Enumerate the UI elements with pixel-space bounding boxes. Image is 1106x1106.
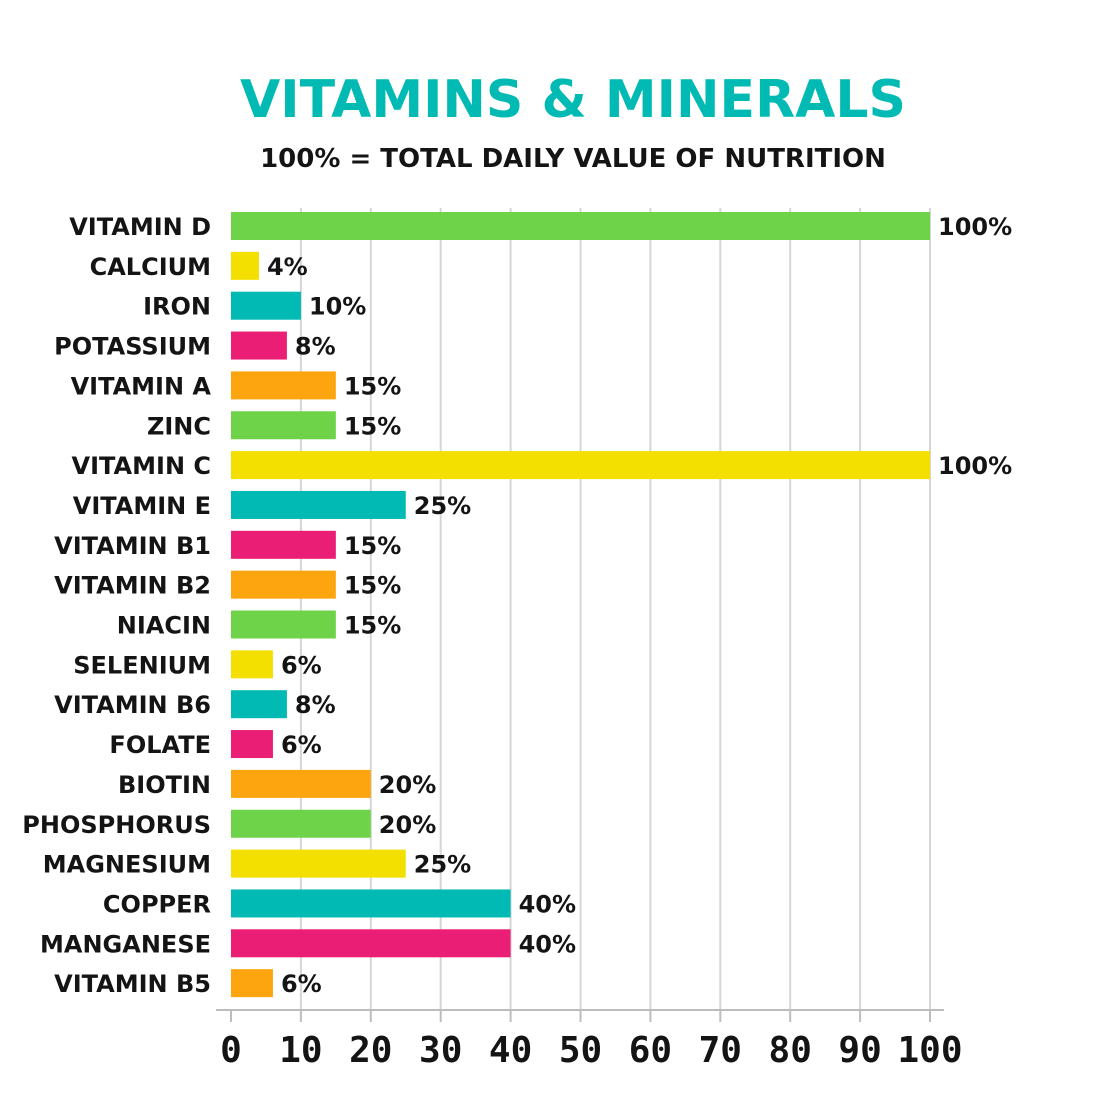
value-label: 25% bbox=[414, 851, 471, 879]
bar bbox=[231, 530, 336, 559]
bar bbox=[231, 451, 930, 480]
bars bbox=[231, 212, 930, 998]
value-label: 10% bbox=[309, 293, 366, 321]
bar bbox=[231, 929, 511, 958]
x-tick-label: 40 bbox=[489, 1030, 532, 1071]
category-label: SELENIUM bbox=[73, 651, 211, 679]
category-label: MANGANESE bbox=[40, 930, 211, 958]
x-axis: 0 10 20 30 40 50 60 70 80 90 100 bbox=[216, 1009, 963, 1071]
chart-title: VITAMINS & MINERALS bbox=[240, 70, 906, 130]
category-label: MAGNESIUM bbox=[43, 851, 211, 879]
value-label: 20% bbox=[379, 771, 436, 799]
category-label: VITAMIN E bbox=[73, 492, 211, 520]
category-label: CALCIUM bbox=[90, 253, 211, 281]
category-label: FOLATE bbox=[109, 731, 211, 759]
value-label: 15% bbox=[344, 532, 401, 560]
bar bbox=[231, 650, 273, 679]
value-label: 15% bbox=[344, 612, 401, 640]
bar bbox=[231, 849, 406, 878]
category-label: COPPER bbox=[103, 890, 211, 918]
bar bbox=[231, 490, 406, 519]
category-label: IRON bbox=[143, 293, 211, 321]
bar bbox=[231, 809, 371, 838]
x-tick-label: 90 bbox=[838, 1030, 881, 1071]
category-label: VITAMIN B1 bbox=[54, 532, 211, 560]
x-tick-label: 70 bbox=[699, 1030, 742, 1071]
category-label: ZINC bbox=[147, 412, 211, 440]
bar bbox=[231, 610, 336, 639]
bar bbox=[231, 769, 371, 798]
x-tick-label: 30 bbox=[419, 1030, 462, 1071]
value-label: 15% bbox=[344, 572, 401, 600]
value-label: 8% bbox=[295, 333, 336, 361]
x-tick-label: 20 bbox=[349, 1030, 392, 1071]
category-label: BIOTIN bbox=[118, 771, 211, 799]
value-label: 25% bbox=[414, 492, 471, 520]
x-tick-label: 80 bbox=[769, 1030, 812, 1071]
x-tick-label: 0 bbox=[220, 1030, 242, 1071]
category-labels: VITAMIN D CALCIUM IRON POTASSIUM VITAMIN A ZI… bbox=[22, 213, 211, 998]
value-label: 4% bbox=[267, 253, 308, 281]
category-label: PHOSPHORUS bbox=[22, 811, 211, 839]
category-label: VITAMIN B6 bbox=[54, 691, 211, 719]
value-label: 100% bbox=[938, 213, 1012, 241]
value-label: 8% bbox=[295, 691, 336, 719]
bar bbox=[231, 251, 259, 280]
value-label: 6% bbox=[281, 651, 322, 679]
bar bbox=[231, 969, 273, 998]
value-label: 100% bbox=[938, 452, 1012, 480]
category-label: POTASSIUM bbox=[54, 333, 211, 361]
x-tick-label: 60 bbox=[629, 1030, 672, 1071]
category-label: VITAMIN C bbox=[72, 452, 211, 480]
value-labels: 100% 4%10% 8% 15% 15% 100% 25% 15% 15% 15% 6% 8% 6% 2… bbox=[267, 213, 1012, 998]
category-label: VITAMIN B5 bbox=[54, 970, 211, 998]
x-tick-label: 50 bbox=[559, 1030, 602, 1071]
value-label: 15% bbox=[344, 372, 401, 400]
value-label: 40% bbox=[519, 930, 576, 958]
bar bbox=[231, 690, 287, 719]
category-label: VITAMIN D bbox=[69, 213, 211, 241]
gridlines bbox=[299, 208, 931, 1010]
category-label: VITAMIN A bbox=[71, 372, 212, 400]
bar bbox=[231, 331, 287, 360]
value-label: 6% bbox=[281, 970, 322, 998]
x-tick-label: 100 bbox=[897, 1030, 962, 1071]
category-label: NIACIN bbox=[117, 612, 211, 640]
bar bbox=[231, 730, 273, 759]
value-label: 6% bbox=[281, 731, 322, 759]
value-label: 20% bbox=[379, 811, 436, 839]
bar bbox=[231, 411, 336, 440]
value-label: 15% bbox=[344, 412, 401, 440]
value-label: 40% bbox=[519, 890, 576, 918]
bar bbox=[231, 570, 336, 599]
x-tick-label: 10 bbox=[279, 1030, 322, 1071]
bar bbox=[231, 212, 930, 240]
bar bbox=[231, 291, 301, 320]
category-label: VITAMIN B2 bbox=[54, 572, 211, 600]
chart-subtitle: 100% = TOTAL DAILY VALUE OF NUTRITION bbox=[260, 144, 886, 174]
bar bbox=[231, 889, 511, 918]
bar bbox=[231, 371, 336, 400]
